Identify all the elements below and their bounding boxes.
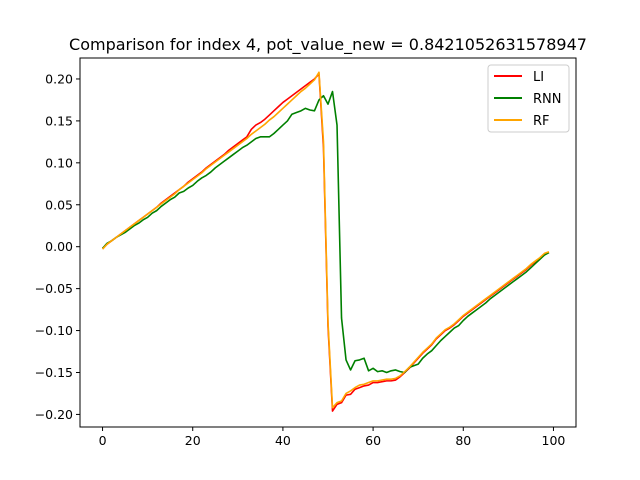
x-tick-label: 0 xyxy=(99,433,107,448)
y-tick-label: 0.15 xyxy=(45,113,73,128)
legend-items: LI RNN RF xyxy=(494,70,561,129)
series-layer xyxy=(101,71,550,412)
series-line-rf xyxy=(101,71,550,409)
x-tick-label: 80 xyxy=(455,433,471,448)
y-tick-label: 0.05 xyxy=(45,197,73,212)
y-tick-label: 0.00 xyxy=(45,239,73,254)
x-tick-label: 20 xyxy=(185,433,201,448)
y-tick-label: −0.05 xyxy=(35,281,73,296)
y-tick-label: 0.10 xyxy=(45,155,73,170)
legend-label-li: LI xyxy=(533,70,544,85)
y-tick-label: 0.20 xyxy=(45,71,73,86)
plot-area-frame xyxy=(79,57,577,428)
legend-label-rnn: RNN xyxy=(533,92,561,107)
legend-box xyxy=(487,64,570,133)
chart-title: Comparison for index 4, pot_value_new = … xyxy=(69,35,587,55)
x-axis-ticks: 0 20 40 60 80 100 xyxy=(99,427,566,448)
y-tick-label: −0.20 xyxy=(35,407,73,422)
x-tick-label: 100 xyxy=(542,433,566,448)
legend-label-rf: RF xyxy=(533,114,550,129)
y-tick-label: −0.15 xyxy=(35,365,73,380)
y-axis-ticks: 0.20 0.15 0.10 0.05 0.00 −0.05 −0.10 −0.15 −0.20 xyxy=(35,71,80,422)
x-tick-label: 40 xyxy=(275,433,291,448)
y-tick-label: −0.10 xyxy=(35,323,73,338)
series-line-rnn xyxy=(101,90,550,374)
legend: LI RNN RF xyxy=(487,64,570,133)
x-tick-label: 60 xyxy=(365,433,381,448)
